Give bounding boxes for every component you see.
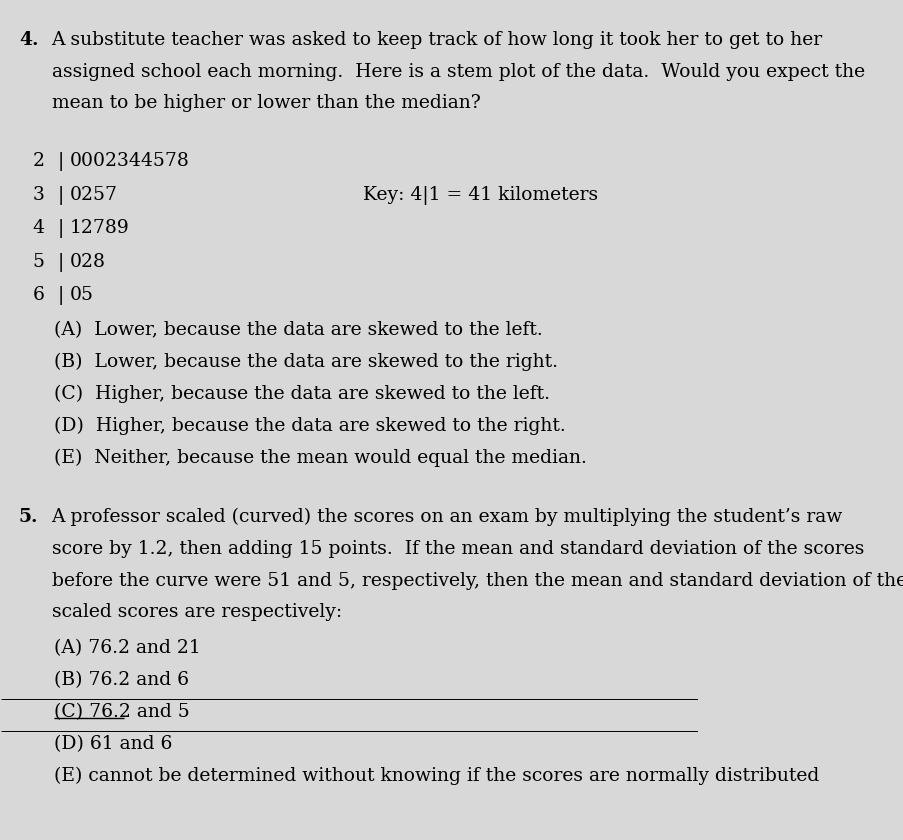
Text: |: |: [58, 152, 63, 171]
Text: |: |: [58, 253, 63, 271]
Text: 4: 4: [33, 219, 44, 237]
Text: score by 1.2, then adding 15 points.  If the mean and standard deviation of the : score by 1.2, then adding 15 points. If …: [51, 540, 863, 558]
Text: scaled scores are respectively:: scaled scores are respectively:: [51, 603, 341, 622]
Text: 0257: 0257: [70, 186, 117, 203]
Text: (C) 76.2 and 5: (C) 76.2 and 5: [53, 703, 189, 721]
Text: (D) 61 and 6: (D) 61 and 6: [53, 735, 172, 753]
Text: A substitute teacher was asked to keep track of how long it took her to get to h: A substitute teacher was asked to keep t…: [51, 31, 822, 49]
Text: 4.: 4.: [19, 31, 38, 49]
Text: before the curve were 51 and 5, respectively, then the mean and standard deviati: before the curve were 51 and 5, respecti…: [51, 571, 903, 590]
Text: (C)  Higher, because the data are skewed to the left.: (C) Higher, because the data are skewed …: [53, 385, 549, 403]
Text: 028: 028: [70, 253, 106, 270]
Text: (E) cannot be determined without knowing if the scores are normally distributed: (E) cannot be determined without knowing…: [53, 767, 818, 785]
Text: 6: 6: [33, 286, 44, 304]
Text: |: |: [58, 186, 63, 205]
Text: (B)  Lower, because the data are skewed to the right.: (B) Lower, because the data are skewed t…: [53, 353, 557, 371]
Text: 2: 2: [33, 152, 44, 170]
Text: 12789: 12789: [70, 219, 129, 237]
Text: Key: 4|1 = 41 kilometers: Key: 4|1 = 41 kilometers: [363, 186, 598, 205]
Text: 5.: 5.: [19, 508, 38, 526]
Text: 0002344578: 0002344578: [70, 152, 190, 170]
Text: |: |: [58, 219, 63, 238]
Text: (E)  Neither, because the mean would equal the median.: (E) Neither, because the mean would equa…: [53, 449, 586, 467]
Text: assigned school each morning.  Here is a stem plot of the data.  Would you expec: assigned school each morning. Here is a …: [51, 62, 863, 81]
Text: (A)  Lower, because the data are skewed to the left.: (A) Lower, because the data are skewed t…: [53, 321, 542, 339]
Text: |: |: [58, 286, 63, 305]
Text: (A) 76.2 and 21: (A) 76.2 and 21: [53, 639, 200, 658]
Text: (D)  Higher, because the data are skewed to the right.: (D) Higher, because the data are skewed …: [53, 417, 564, 435]
Text: 3: 3: [33, 186, 44, 203]
Text: (B) 76.2 and 6: (B) 76.2 and 6: [53, 671, 189, 689]
Text: A professor scaled (curved) the scores on an exam by multiplying the student’s r: A professor scaled (curved) the scores o…: [51, 508, 842, 526]
Text: 05: 05: [70, 286, 94, 304]
Text: mean to be higher or lower than the median?: mean to be higher or lower than the medi…: [51, 94, 479, 113]
Text: 5: 5: [33, 253, 44, 270]
